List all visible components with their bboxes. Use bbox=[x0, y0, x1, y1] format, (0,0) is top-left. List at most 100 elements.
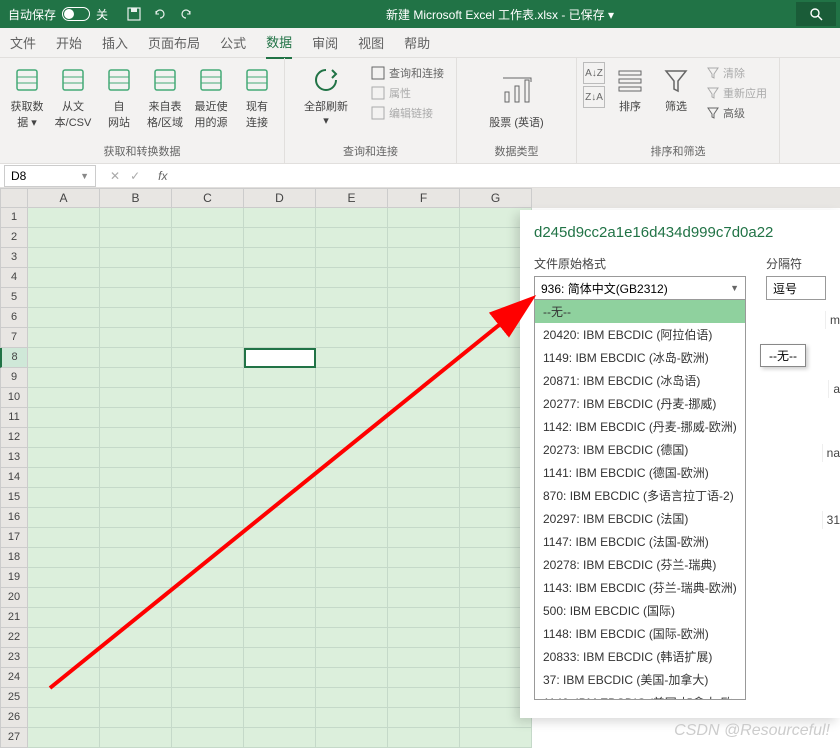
cell-A9[interactable] bbox=[28, 368, 100, 388]
cell-F17[interactable] bbox=[388, 528, 460, 548]
cell-F2[interactable] bbox=[388, 228, 460, 248]
cell-A15[interactable] bbox=[28, 488, 100, 508]
cell-A26[interactable] bbox=[28, 708, 100, 728]
cell-A25[interactable] bbox=[28, 688, 100, 708]
encoding-option[interactable]: 20278: IBM EBCDIC (芬兰-瑞典) bbox=[535, 553, 745, 576]
cell-B7[interactable] bbox=[100, 328, 172, 348]
cell-B11[interactable] bbox=[100, 408, 172, 428]
encoding-option[interactable]: 20273: IBM EBCDIC (德国) bbox=[535, 438, 745, 461]
cell-C7[interactable] bbox=[172, 328, 244, 348]
cell-E16[interactable] bbox=[316, 508, 388, 528]
cell-C6[interactable] bbox=[172, 308, 244, 328]
cell-D8[interactable] bbox=[244, 348, 316, 368]
cell-C24[interactable] bbox=[172, 668, 244, 688]
encoding-option[interactable]: 20420: IBM EBCDIC (阿拉伯语) bbox=[535, 323, 745, 346]
cell-A18[interactable] bbox=[28, 548, 100, 568]
tab-审阅[interactable]: 审阅 bbox=[312, 27, 338, 58]
cell-D15[interactable] bbox=[244, 488, 316, 508]
cell-E17[interactable] bbox=[316, 528, 388, 548]
encoding-option[interactable]: 37: IBM EBCDIC (美国-加拿大) bbox=[535, 668, 745, 691]
row-header[interactable]: 14 bbox=[0, 468, 28, 488]
row-header[interactable]: 27 bbox=[0, 728, 28, 748]
encoding-option[interactable]: 1147: IBM EBCDIC (法国-欧洲) bbox=[535, 530, 745, 553]
cell-D18[interactable] bbox=[244, 548, 316, 568]
get-data-history-button[interactable]: 最近使 用的源 bbox=[190, 62, 232, 132]
cell-E11[interactable] bbox=[316, 408, 388, 428]
row-header[interactable]: 9 bbox=[0, 368, 28, 388]
search-button[interactable] bbox=[796, 2, 836, 26]
check-icon[interactable]: ✓ bbox=[130, 169, 140, 183]
cell-D4[interactable] bbox=[244, 268, 316, 288]
cell-C16[interactable] bbox=[172, 508, 244, 528]
cell-A16[interactable] bbox=[28, 508, 100, 528]
cell-F15[interactable] bbox=[388, 488, 460, 508]
cell-B5[interactable] bbox=[100, 288, 172, 308]
cell-F22[interactable] bbox=[388, 628, 460, 648]
get-data-database-button[interactable]: 获取数 据 ▾ bbox=[6, 62, 48, 132]
cell-E27[interactable] bbox=[316, 728, 388, 748]
cell-F3[interactable] bbox=[388, 248, 460, 268]
encoding-option[interactable]: 20277: IBM EBCDIC (丹麦-挪威) bbox=[535, 392, 745, 415]
cell-D27[interactable] bbox=[244, 728, 316, 748]
sort-desc-button[interactable]: Z↓A bbox=[583, 86, 605, 108]
cell-D16[interactable] bbox=[244, 508, 316, 528]
cell-A23[interactable] bbox=[28, 648, 100, 668]
cell-D26[interactable] bbox=[244, 708, 316, 728]
row-header[interactable]: 26 bbox=[0, 708, 28, 728]
cell-F27[interactable] bbox=[388, 728, 460, 748]
encoding-option[interactable]: 1149: IBM EBCDIC (冰岛-欧洲) bbox=[535, 346, 745, 369]
encoding-option[interactable]: 1143: IBM EBCDIC (芬兰-瑞典-欧洲) bbox=[535, 576, 745, 599]
cell-C27[interactable] bbox=[172, 728, 244, 748]
sort-asc-button[interactable]: A↓Z bbox=[583, 62, 605, 84]
cell-C20[interactable] bbox=[172, 588, 244, 608]
cell-B14[interactable] bbox=[100, 468, 172, 488]
encoding-option[interactable]: 870: IBM EBCDIC (多语言拉丁语-2) bbox=[535, 484, 745, 507]
cell-E3[interactable] bbox=[316, 248, 388, 268]
encoding-option[interactable]: --无-- bbox=[535, 300, 745, 323]
cell-D21[interactable] bbox=[244, 608, 316, 628]
col-header-E[interactable]: E bbox=[316, 188, 388, 208]
cell-D20[interactable] bbox=[244, 588, 316, 608]
cell-B8[interactable] bbox=[100, 348, 172, 368]
cell-F18[interactable] bbox=[388, 548, 460, 568]
filter-side-1[interactable]: 重新应用 bbox=[703, 84, 771, 102]
cell-E23[interactable] bbox=[316, 648, 388, 668]
encoding-option[interactable]: 20833: IBM EBCDIC (韩语扩展) bbox=[535, 645, 745, 668]
get-data-csv-button[interactable]: 从文 本/CSV bbox=[52, 62, 94, 132]
cell-D6[interactable] bbox=[244, 308, 316, 328]
refresh-all-button[interactable]: 全部刷新 ▾ bbox=[291, 62, 361, 129]
cell-F4[interactable] bbox=[388, 268, 460, 288]
cell-E19[interactable] bbox=[316, 568, 388, 588]
cell-C8[interactable] bbox=[172, 348, 244, 368]
cell-A13[interactable] bbox=[28, 448, 100, 468]
cell-E9[interactable] bbox=[316, 368, 388, 388]
cell-D11[interactable] bbox=[244, 408, 316, 428]
cell-B16[interactable] bbox=[100, 508, 172, 528]
row-header[interactable]: 21 bbox=[0, 608, 28, 628]
row-header[interactable]: 22 bbox=[0, 628, 28, 648]
sort-button[interactable]: 排序 bbox=[609, 62, 651, 116]
cell-D10[interactable] bbox=[244, 388, 316, 408]
file-origin-dropdown[interactable]: --无--20420: IBM EBCDIC (阿拉伯语)1149: IBM E… bbox=[534, 300, 746, 700]
cell-B3[interactable] bbox=[100, 248, 172, 268]
encoding-option[interactable]: 1141: IBM EBCDIC (德国-欧洲) bbox=[535, 461, 745, 484]
cell-A6[interactable] bbox=[28, 308, 100, 328]
cell-A8[interactable] bbox=[28, 348, 100, 368]
cell-A10[interactable] bbox=[28, 388, 100, 408]
encoding-option[interactable]: 20871: IBM EBCDIC (冰岛语) bbox=[535, 369, 745, 392]
col-header-F[interactable]: F bbox=[388, 188, 460, 208]
cell-E13[interactable] bbox=[316, 448, 388, 468]
cell-F1[interactable] bbox=[388, 208, 460, 228]
cell-F14[interactable] bbox=[388, 468, 460, 488]
filter-side-2[interactable]: 高级 bbox=[703, 104, 749, 122]
stocks-icon[interactable] bbox=[497, 74, 537, 106]
cell-B12[interactable] bbox=[100, 428, 172, 448]
cell-A22[interactable] bbox=[28, 628, 100, 648]
row-header[interactable]: 15 bbox=[0, 488, 28, 508]
encoding-option[interactable]: 1142: IBM EBCDIC (丹麦-挪威-欧洲) bbox=[535, 415, 745, 438]
cell-F7[interactable] bbox=[388, 328, 460, 348]
cell-E18[interactable] bbox=[316, 548, 388, 568]
cell-C26[interactable] bbox=[172, 708, 244, 728]
cell-C4[interactable] bbox=[172, 268, 244, 288]
cell-C14[interactable] bbox=[172, 468, 244, 488]
